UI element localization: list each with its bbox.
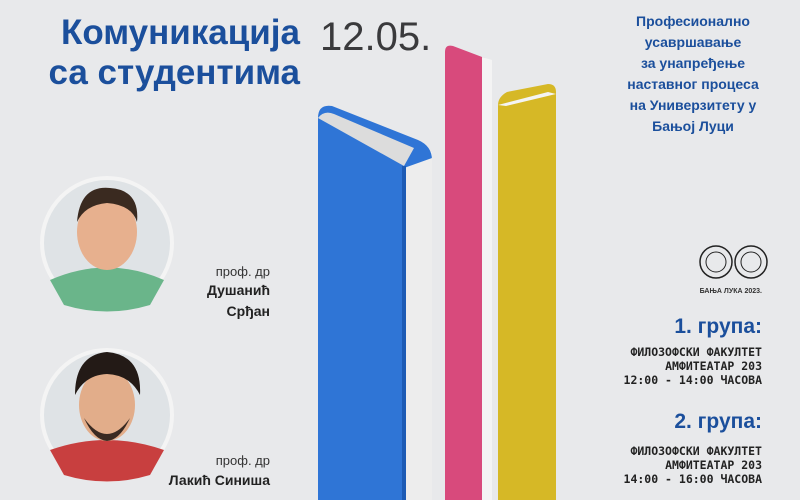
group-line: АМФИТЕАТАР 203 (665, 359, 762, 373)
speaker-name: Лакић Синиша (169, 472, 270, 488)
speaker-name: Душанић (207, 282, 270, 298)
description: Професионално усавршавање за унапређење … (627, 13, 759, 134)
speaker-title: проф. др (216, 453, 270, 468)
speaker-title: проф. др (216, 264, 270, 279)
group-line: АМФИТЕАТАР 203 (665, 458, 762, 472)
description-line: Професионално (636, 13, 750, 29)
description-line: наставног процеса (627, 76, 759, 92)
description-line: на Универзитету у (630, 97, 757, 113)
speaker-photo (40, 176, 174, 312)
group-label: 1. група: (674, 315, 762, 338)
date: 12.05. (320, 15, 431, 59)
description-line: за унапређење (641, 55, 745, 71)
speaker-name: Срђан (227, 303, 270, 319)
description-line: Бањој Луци (652, 118, 734, 134)
description-line: усавршавање (645, 34, 742, 50)
title: са студентима (48, 53, 300, 92)
group-line: 14:00 - 16:00 ЧАСОВА (624, 472, 763, 486)
speaker-photo (40, 348, 174, 482)
group-line: ФИЛОЗОФСКИ ФАКУЛТЕТ (630, 444, 762, 458)
title: Комуникација (61, 13, 301, 52)
groups: 1. група: ФИЛОЗОФСКИ ФАКУЛТЕТ АМФИТЕАТАР… (624, 315, 763, 486)
place: БАЊА ЛУКА 2023. (700, 288, 762, 295)
group-line: 12:00 - 14:00 ЧАСОВА (624, 373, 763, 387)
group-line: ФИЛОЗОФСКИ ФАКУЛТЕТ (630, 345, 762, 359)
logos (699, 245, 768, 279)
books (318, 45, 556, 500)
group-label: 2. група: (674, 410, 762, 433)
